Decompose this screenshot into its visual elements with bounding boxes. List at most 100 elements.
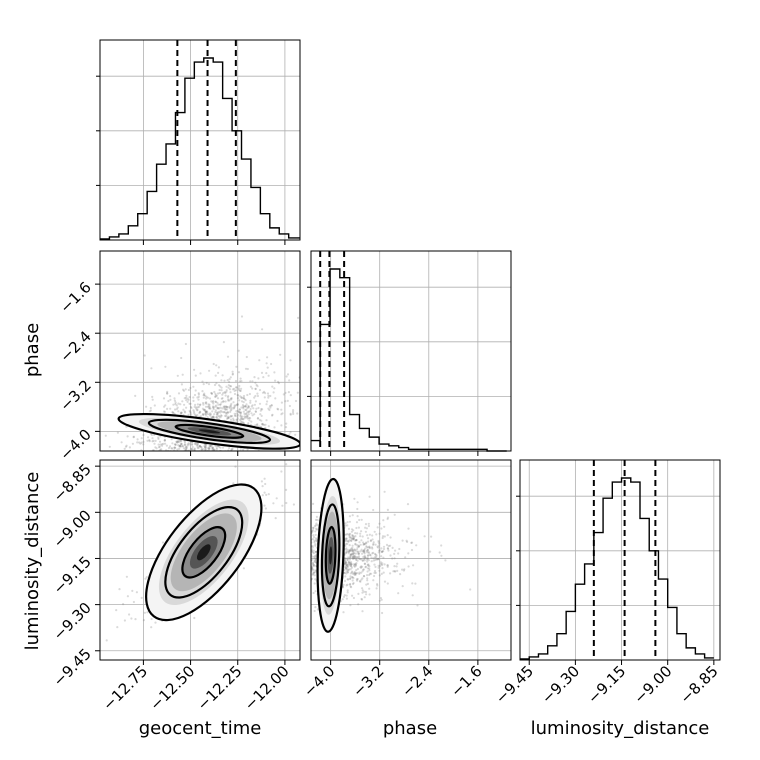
scatter-point bbox=[354, 572, 357, 575]
scatter-point bbox=[374, 565, 377, 569]
scatter-point bbox=[352, 538, 355, 541]
scatter-point bbox=[234, 453, 236, 455]
scatter-point bbox=[115, 609, 118, 612]
scatter-point bbox=[255, 407, 258, 410]
scatter-point bbox=[363, 549, 366, 552]
scatter-point bbox=[265, 403, 268, 406]
scatter-point bbox=[142, 440, 145, 443]
scatter-point bbox=[303, 567, 305, 569]
scatter-point bbox=[307, 547, 309, 549]
scatter-point bbox=[185, 487, 187, 489]
scatter-point bbox=[378, 532, 381, 535]
scatter-point bbox=[304, 558, 306, 560]
scatter-point bbox=[357, 552, 360, 556]
scatter-point bbox=[140, 494, 142, 496]
scatter-point bbox=[213, 390, 216, 394]
scatter-point bbox=[228, 378, 231, 381]
scatter-point bbox=[361, 535, 364, 538]
scatter-point bbox=[229, 415, 233, 418]
scatter-point bbox=[345, 567, 348, 570]
scatter-point bbox=[237, 394, 240, 397]
scatter-point bbox=[345, 542, 348, 546]
scatter-point bbox=[371, 547, 374, 550]
scatter-point bbox=[352, 563, 355, 566]
scatter-point bbox=[287, 569, 289, 571]
scatter-point bbox=[301, 566, 303, 568]
scatter-point bbox=[186, 472, 188, 474]
scatter-point bbox=[350, 549, 353, 552]
scatter-point bbox=[244, 408, 247, 411]
scatter-point bbox=[226, 355, 230, 358]
scatter-point bbox=[357, 526, 360, 529]
scatter-point bbox=[175, 474, 177, 476]
scatter-point bbox=[202, 401, 205, 405]
scatter-point bbox=[193, 456, 195, 458]
scatter-point bbox=[174, 461, 176, 463]
scatter-point bbox=[304, 552, 306, 554]
scatter-point bbox=[249, 380, 252, 383]
joint-panel-geocent_time-phase bbox=[104, 315, 300, 496]
scatter-point bbox=[345, 537, 348, 540]
scatter-point bbox=[303, 527, 305, 529]
scatter-point bbox=[233, 412, 236, 415]
scatter-point bbox=[258, 388, 262, 392]
scatter-point bbox=[360, 566, 363, 569]
scatter-point bbox=[203, 446, 207, 449]
scatter-point bbox=[355, 548, 359, 551]
scatter-point bbox=[347, 568, 350, 571]
scatter-point bbox=[229, 404, 232, 407]
scatter-point bbox=[196, 492, 198, 494]
scatter-point bbox=[211, 455, 213, 457]
scatter-point bbox=[234, 465, 237, 468]
scatter-point bbox=[233, 454, 235, 456]
scatter-point bbox=[285, 501, 288, 505]
scatter-point bbox=[184, 447, 187, 450]
scatter-point bbox=[271, 414, 274, 417]
scatter-point bbox=[294, 399, 298, 403]
scatter-point bbox=[312, 571, 315, 574]
scatter-point bbox=[123, 447, 126, 450]
scatter-point bbox=[219, 416, 222, 419]
scatter-point bbox=[302, 580, 304, 582]
scatter-point bbox=[191, 453, 193, 455]
scatter-point bbox=[180, 440, 183, 443]
scatter-point bbox=[379, 563, 383, 566]
scatter-point bbox=[181, 373, 184, 376]
scatter-point bbox=[160, 486, 162, 488]
scatter-point bbox=[296, 531, 298, 533]
scatter-point bbox=[261, 422, 264, 426]
scatter-point bbox=[297, 316, 300, 319]
scatter-point bbox=[204, 412, 207, 415]
scatter-point bbox=[307, 528, 309, 530]
scatter-point bbox=[306, 477, 308, 479]
scatter-point bbox=[264, 423, 267, 426]
scatter-point bbox=[118, 588, 121, 591]
scatter-point bbox=[128, 613, 131, 616]
scatter-point bbox=[344, 537, 347, 540]
scatter-point bbox=[238, 384, 241, 388]
scatter-point bbox=[302, 572, 304, 574]
scatter-point bbox=[307, 553, 309, 555]
scatter-point bbox=[352, 596, 355, 600]
scatter-point bbox=[363, 556, 366, 559]
scatter-point bbox=[352, 577, 355, 580]
scatter-point bbox=[366, 534, 369, 537]
scatter-point bbox=[256, 392, 259, 395]
scatter-point bbox=[301, 528, 303, 530]
scatter-point bbox=[407, 565, 410, 568]
scatter-point bbox=[288, 550, 290, 552]
scatter-point bbox=[249, 399, 252, 402]
scatter-point bbox=[227, 475, 229, 477]
scatter-point bbox=[308, 550, 310, 552]
scatter-point bbox=[226, 417, 230, 420]
scatter-point bbox=[314, 533, 317, 537]
scatter-point bbox=[128, 477, 130, 479]
scatter-point bbox=[349, 575, 352, 578]
scatter-point bbox=[308, 570, 310, 572]
scatter-point bbox=[365, 527, 368, 530]
scatter-point bbox=[264, 392, 267, 395]
scatter-point bbox=[124, 445, 128, 448]
scatter-point bbox=[197, 471, 199, 473]
scatter-point bbox=[205, 402, 208, 405]
scatter-point bbox=[202, 408, 205, 411]
